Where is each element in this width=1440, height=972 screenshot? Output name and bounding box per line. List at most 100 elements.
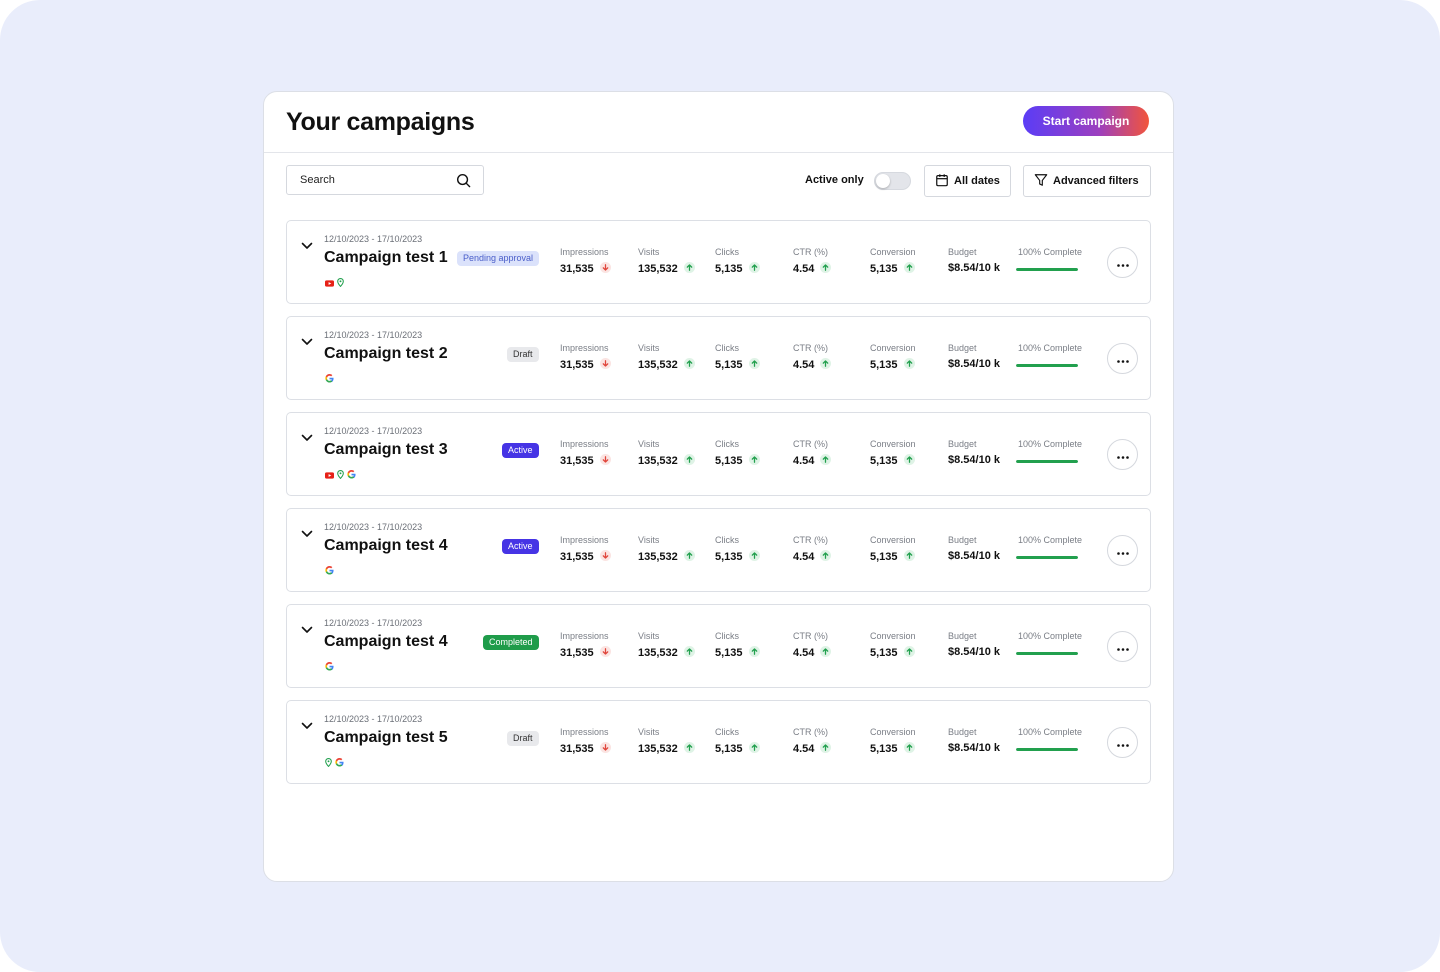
active-only-toggle[interactable] [874,172,911,190]
metric-label: Budget [948,535,977,545]
metric-label: Clicks [715,343,739,353]
campaign-name[interactable]: Campaign test 5 [324,729,448,746]
campaign-name[interactable]: Campaign test 4 [324,633,448,650]
campaign-card[interactable]: 12/10/2023 - 17/10/2023 Campaign test 2 Dr… [286,316,1151,400]
trend-up-icon [820,550,832,564]
chevron-down-icon[interactable] [301,237,313,255]
calendar-icon [935,173,949,190]
trend-up-icon [820,742,832,756]
metric-label: Conversion [870,439,916,449]
campaign-name[interactable]: Campaign test 4 [324,537,448,554]
trend-up-icon [748,550,760,564]
progress-fill [1016,364,1078,367]
campaign-name[interactable]: Campaign test 1 [324,249,448,266]
chevron-down-icon[interactable] [301,333,313,351]
metric-conversion: Conversion 5,135 [870,247,916,276]
campaign-name[interactable]: Campaign test 2 [324,345,448,362]
trend-up-icon [748,646,760,660]
youtube-icon [325,466,334,484]
completion-progress: 100% Complete [1016,343,1082,367]
metric-number: 5,135 [870,263,898,275]
more-options-button[interactable] [1107,727,1138,758]
filter-toolbar: Active only All dates Advanced filters [264,153,1173,219]
campaign-card[interactable]: 12/10/2023 - 17/10/2023 Campaign test 5 Dr… [286,700,1151,784]
more-options-button[interactable] [1107,535,1138,566]
start-campaign-button[interactable]: Start campaign [1023,106,1149,136]
campaign-dates: 12/10/2023 - 17/10/2023 [324,714,423,724]
more-icon [1116,638,1129,656]
all-dates-button[interactable]: All dates [924,165,1011,197]
metric-ctr: CTR (%) 4.54 [793,727,832,756]
metric-number: 5,135 [870,551,898,563]
search-input[interactable] [298,173,452,187]
completion-progress: 100% Complete [1016,727,1082,751]
progress-label: 100% Complete [1018,631,1083,641]
metric-number: 5,135 [870,455,898,467]
metric-value: 135,532 [638,262,695,276]
metric-value: 5,135 [715,358,760,372]
search-icon[interactable] [456,173,471,193]
campaigns-panel: Your campaigns Start campaign Active onl… [263,91,1174,882]
metric-value: 31,535 [560,358,611,372]
metric-label: Conversion [870,343,916,353]
campaign-card[interactable]: 12/10/2023 - 17/10/2023 Campaign test 4 Co… [286,604,1151,688]
metric-budget: Budget $8.54/10 k [948,727,1000,754]
metric-number: 31,535 [560,455,594,467]
status-badge: Active [502,539,539,554]
metric-value: 5,135 [870,454,916,468]
status-badge: Draft [507,347,539,362]
metric-value: $8.54/10 k [948,358,1000,370]
metric-impressions: Impressions 31,535 [560,535,611,564]
search-box[interactable] [286,165,484,195]
trend-down-icon [599,550,611,564]
metric-value: 5,135 [715,550,760,564]
metric-number: 5,135 [715,551,743,563]
more-options-button[interactable] [1107,631,1138,662]
metric-label: Impressions [560,439,609,449]
metric-label: Clicks [715,631,739,641]
metric-value: $8.54/10 k [948,742,1000,754]
platform-icons [325,754,344,772]
toggle-knob [876,174,890,188]
metric-number: 5,135 [870,647,898,659]
metric-budget: Budget $8.54/10 k [948,247,1000,274]
metric-label: Conversion [870,631,916,641]
metric-value: $8.54/10 k [948,454,1000,466]
trend-up-icon [748,358,760,372]
metric-label: Impressions [560,343,609,353]
completion-progress: 100% Complete [1016,535,1082,559]
advanced-filters-button[interactable]: Advanced filters [1023,165,1151,197]
campaign-card[interactable]: 12/10/2023 - 17/10/2023 Campaign test 3 Ac… [286,412,1151,496]
metric-conversion: Conversion 5,135 [870,631,916,660]
campaign-dates: 12/10/2023 - 17/10/2023 [324,234,423,244]
metric-number: 31,535 [560,743,594,755]
metric-value: 135,532 [638,646,695,660]
metric-value: 5,135 [715,262,760,276]
metric-value: 31,535 [560,550,611,564]
progress-fill [1016,556,1078,559]
metric-visits: Visits 135,532 [638,727,695,756]
metric-value: 31,535 [560,742,611,756]
metric-impressions: Impressions 31,535 [560,247,611,276]
metric-clicks: Clicks 5,135 [715,535,760,564]
metric-label: Conversion [870,727,916,737]
chevron-down-icon[interactable] [301,717,313,735]
metric-value: 5,135 [870,742,916,756]
chevron-down-icon[interactable] [301,621,313,639]
chevron-down-icon[interactable] [301,429,313,447]
progress-bar [1016,460,1078,463]
metric-number: 31,535 [560,647,594,659]
chevron-down-icon[interactable] [301,525,313,543]
more-options-button[interactable] [1107,343,1138,374]
campaign-card[interactable]: 12/10/2023 - 17/10/2023 Campaign test 1 Pe… [286,220,1151,304]
metric-label: Visits [638,631,660,641]
campaign-name[interactable]: Campaign test 3 [324,441,448,458]
more-options-button[interactable] [1107,247,1138,278]
trend-up-icon [903,358,915,372]
metric-impressions: Impressions 31,535 [560,439,611,468]
metric-number: 135,532 [638,743,678,755]
trend-up-icon [748,742,760,756]
platform-icons [325,370,334,388]
campaign-card[interactable]: 12/10/2023 - 17/10/2023 Campaign test 4 Ac… [286,508,1151,592]
more-options-button[interactable] [1107,439,1138,470]
